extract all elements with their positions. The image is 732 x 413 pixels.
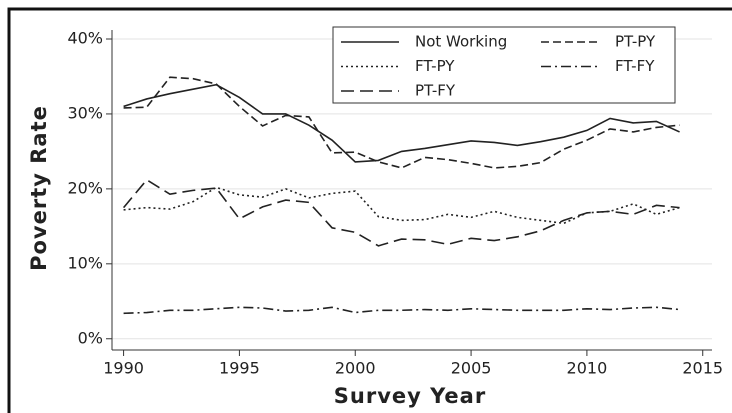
legend-label: FT-PY (415, 57, 455, 75)
x-tick-label: 2010 (567, 359, 608, 378)
y-tick-label: 0% (78, 328, 103, 347)
x-axis-title: Survey Year (334, 384, 486, 408)
y-tick-label: 10% (67, 253, 103, 272)
frame (7, 7, 732, 413)
x-tick-label: 2005 (451, 359, 492, 378)
x-tick-label: 2015 (682, 359, 723, 378)
series-line (122, 178, 680, 247)
x-tick-label: 1990 (103, 359, 144, 378)
legend-label: Not Working (415, 33, 507, 51)
y-tick-label: 40% (67, 28, 103, 47)
series-line (123, 306, 680, 315)
series-line (123, 186, 680, 225)
x-tick-label: 1995 (219, 359, 260, 378)
y-tick-label: 20% (67, 178, 103, 197)
y-axis-title: Poverty Rate (27, 105, 51, 271)
series-line (123, 76, 680, 169)
x-tick-label: 2000 (335, 359, 376, 378)
y-tick-label: 30% (67, 103, 103, 122)
legend-label: FT-FY (615, 57, 655, 75)
legend-label: PT-PY (615, 33, 656, 51)
legend-label: PT-FY (415, 82, 456, 100)
